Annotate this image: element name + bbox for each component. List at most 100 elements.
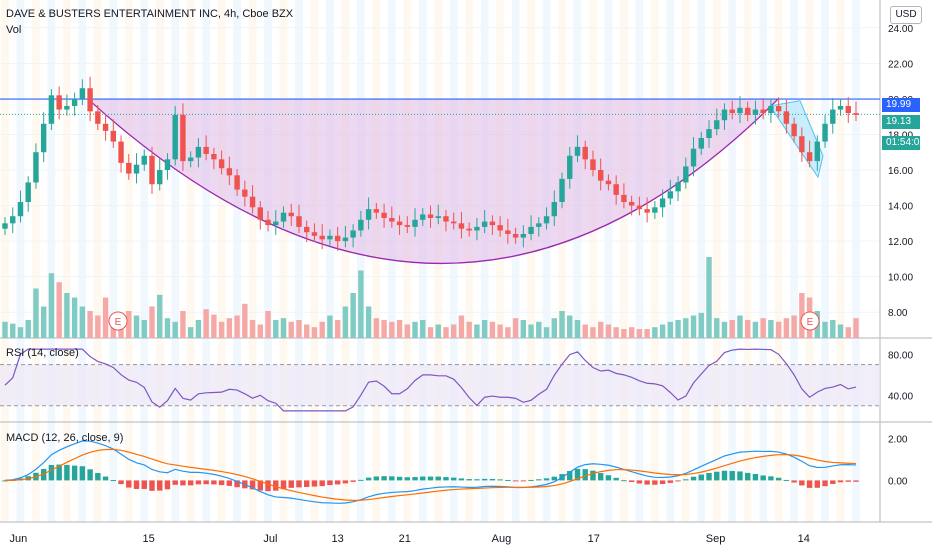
session-stripe <box>774 0 783 522</box>
volume-bar <box>729 320 735 338</box>
volume-bar <box>652 327 658 338</box>
volume-bar <box>636 329 643 338</box>
macd-axis-label: 2.00 <box>888 434 908 445</box>
macd-histogram-bar <box>412 477 418 481</box>
session-stripe <box>558 0 566 522</box>
macd-histogram-bar <box>195 480 202 485</box>
volume-bar <box>327 315 333 338</box>
candle-body <box>582 146 588 160</box>
volume-bar <box>242 303 248 338</box>
candle-body <box>799 136 805 153</box>
volume-label: Vol <box>6 24 22 36</box>
volume-bar <box>342 306 349 338</box>
macd-histogram-bar <box>126 480 132 488</box>
candle-body <box>559 178 565 202</box>
volume-bar <box>551 318 557 338</box>
macd-histogram-bar <box>40 468 47 481</box>
volume-bar <box>706 257 712 338</box>
macd-histogram-bar <box>628 480 635 483</box>
candle-body <box>714 120 720 130</box>
earnings-marker-icon <box>800 311 820 331</box>
candle-body <box>404 225 410 227</box>
macd-histogram-bar <box>458 478 465 481</box>
session-stripe <box>635 0 644 522</box>
volume-bar <box>404 324 410 338</box>
volume-bar <box>628 327 635 338</box>
macd-histogram-bar <box>180 480 186 486</box>
candle-body <box>597 170 604 181</box>
macd-histogram-bar <box>56 464 62 481</box>
session-stripe <box>650 0 659 522</box>
volume-bar <box>280 318 287 338</box>
volume-bar <box>489 321 496 338</box>
volume-bar <box>265 311 271 338</box>
volume-bar <box>164 318 171 338</box>
volume-bar <box>79 306 86 338</box>
macd-histogram-bar <box>744 472 751 481</box>
macd-histogram-bar <box>389 476 395 481</box>
session-stripe <box>712 0 721 522</box>
session-stripe <box>202 0 211 522</box>
rsi-band <box>0 364 880 406</box>
volume-bar <box>304 324 310 338</box>
session-stripe <box>264 0 272 522</box>
resistance-price-tag: 19.99 <box>882 98 920 112</box>
candle-body <box>613 184 619 195</box>
macd-histogram-bar <box>474 479 480 481</box>
macd-histogram-bar <box>783 479 790 481</box>
volume-bar <box>597 321 604 338</box>
candle-body <box>698 138 704 149</box>
session-stripe <box>109 0 118 522</box>
volume-bar <box>288 321 294 338</box>
candle-body <box>164 159 171 170</box>
candle-body <box>443 216 449 222</box>
session-stripe <box>1 0 9 522</box>
macd-histogram-bar <box>87 469 93 481</box>
macd-histogram-bar <box>404 477 410 481</box>
earnings-marker-label: E <box>115 317 122 328</box>
candle-body <box>296 216 302 227</box>
volume-bar <box>126 311 132 338</box>
candle-body <box>451 221 457 224</box>
macd-histogram-bar <box>420 476 426 481</box>
time-axis-label: Aug <box>492 533 512 545</box>
volume-bar <box>466 321 472 338</box>
macd-histogram-bar <box>489 478 496 481</box>
time-axis-label: Sep <box>706 533 726 545</box>
macd-histogram-bar <box>48 465 55 481</box>
macd-histogram-bar <box>752 473 759 481</box>
macd-histogram-bar <box>71 465 78 481</box>
volume-bar <box>528 324 534 338</box>
session-stripe <box>852 0 860 522</box>
price-axis-label: 22.00 <box>888 59 913 70</box>
macd-histogram-bar <box>203 480 209 485</box>
volume-bar <box>845 327 851 338</box>
volume-bar <box>358 270 364 338</box>
volume-bar <box>574 320 581 338</box>
volume-bar <box>605 324 612 338</box>
candle-body <box>412 219 418 227</box>
candle-body <box>56 95 62 110</box>
macd-histogram-bar <box>698 474 704 481</box>
currency-button[interactable]: USD <box>890 6 922 24</box>
candle-body <box>481 221 488 227</box>
candle-body <box>768 106 774 114</box>
volume-bar <box>2 321 8 338</box>
macd-label: MACD (12, 26, close, 9) <box>6 432 124 444</box>
volume-bar <box>621 329 627 338</box>
candle-body <box>783 111 790 124</box>
volume-bar <box>48 273 55 338</box>
candle-body <box>466 228 472 231</box>
session-stripe <box>681 0 690 522</box>
candle-body <box>327 235 333 240</box>
session-stripe <box>140 0 149 522</box>
candle-body <box>334 235 341 242</box>
macd-histogram-bar <box>814 480 821 488</box>
candle-body <box>667 191 674 199</box>
volume-bar <box>683 318 689 338</box>
volume-bar <box>365 306 372 338</box>
volume-bar <box>149 306 155 338</box>
volume-bar <box>830 320 836 338</box>
session-stripe <box>78 0 87 522</box>
